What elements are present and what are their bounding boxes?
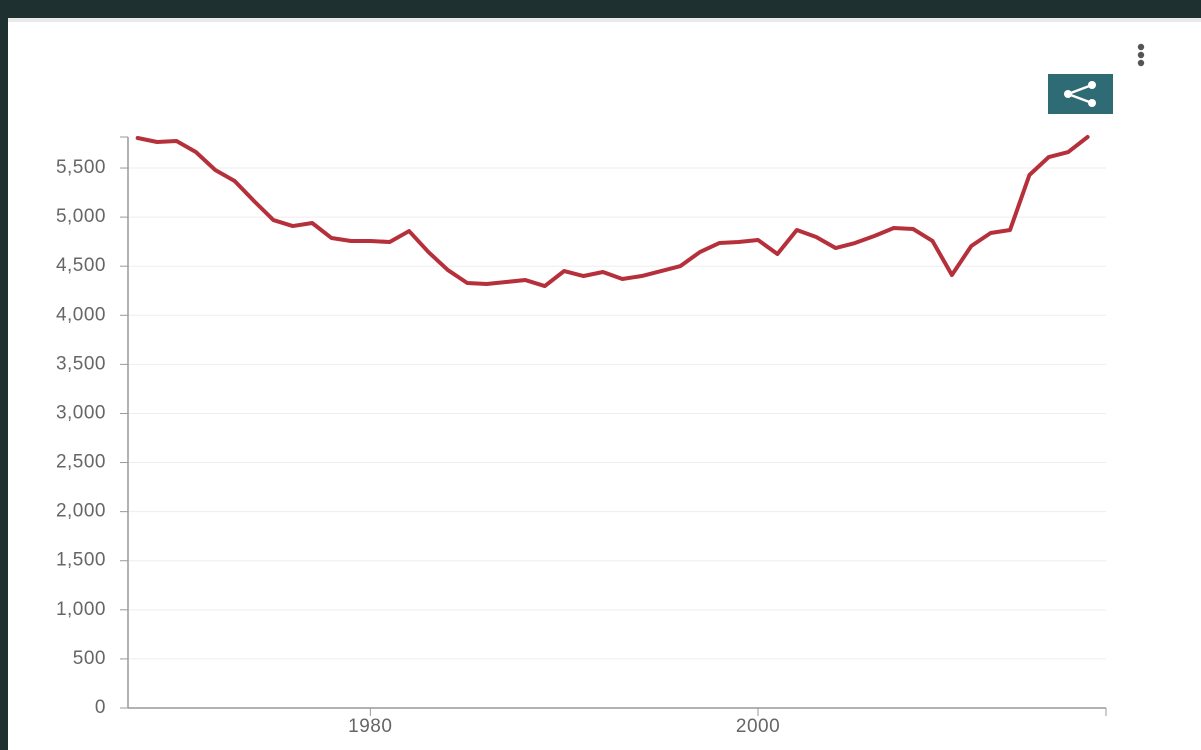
share-button[interactable] xyxy=(1048,74,1113,114)
y-tick-label: 500 xyxy=(73,648,106,669)
share-icon xyxy=(1067,92,1093,105)
y-tick-label: 0 xyxy=(95,697,106,718)
y-tick-label: 1,000 xyxy=(56,599,106,620)
y-tick-label: 3,500 xyxy=(56,353,106,374)
share-icon xyxy=(1064,90,1072,98)
y-tick-label: 2,000 xyxy=(56,501,106,522)
share-icon xyxy=(1088,81,1096,89)
data-line xyxy=(135,135,1090,289)
share-bg xyxy=(1048,74,1113,114)
y-tick-label: 3,000 xyxy=(56,402,106,423)
y-tick-label: 1,500 xyxy=(56,550,106,571)
y-tick-label: 5,000 xyxy=(56,206,106,227)
menu-dot xyxy=(1137,43,1145,51)
share-icon xyxy=(1067,83,1093,96)
menu-dot xyxy=(1137,51,1145,59)
menu-button[interactable] xyxy=(1137,43,1145,67)
top-band xyxy=(8,18,1201,22)
x-tick-label: 2000 xyxy=(736,716,780,737)
y-tick-label: 4,500 xyxy=(56,255,106,276)
menu-dot xyxy=(1137,59,1145,67)
chart-panel xyxy=(8,18,1201,750)
y-tick-label: 2,500 xyxy=(56,452,106,473)
y-tick-label: 5,500 xyxy=(56,157,106,178)
x-tick-label: 1980 xyxy=(348,716,392,737)
share-icon xyxy=(1088,99,1096,107)
y-tick-label: 4,000 xyxy=(56,304,106,325)
